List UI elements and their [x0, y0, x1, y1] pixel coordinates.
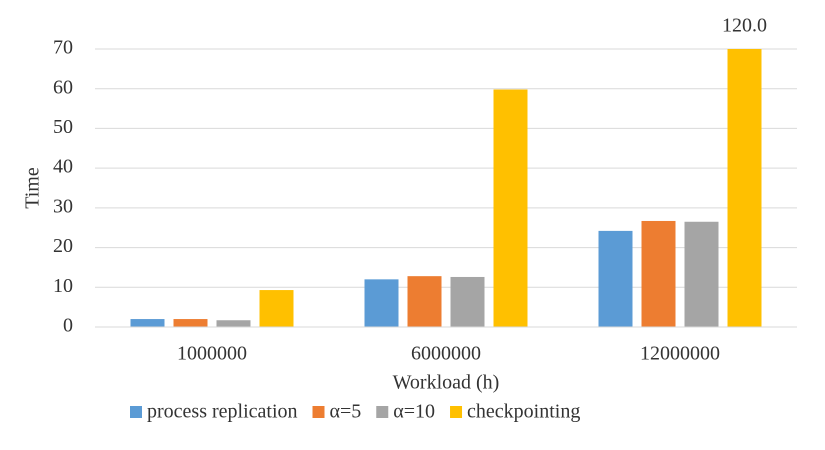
bar [364, 279, 399, 327]
bar [684, 221, 719, 327]
legend-swatch [450, 406, 463, 418]
y-tick-label: 30 [53, 195, 73, 217]
legend-swatch [376, 406, 389, 418]
x-tick-label: 6000000 [411, 343, 481, 365]
bar [216, 320, 251, 327]
bar [641, 220, 676, 327]
y-tick-label: 0 [63, 315, 73, 337]
y-tick-label: 60 [53, 76, 73, 98]
y-tick-label: 20 [53, 235, 73, 257]
y-tick-label: 70 [53, 37, 73, 59]
bar [173, 319, 208, 327]
bar [727, 49, 762, 327]
legend-label: α=5 [330, 401, 362, 423]
x-axis-label: Workload (h) [393, 372, 500, 394]
bar [598, 230, 633, 327]
legend-label: α=10 [393, 401, 435, 423]
bar [407, 276, 442, 327]
y-axis-label: Time [22, 167, 44, 209]
bar [259, 290, 294, 327]
legend-swatch [312, 406, 325, 418]
y-tick-label: 10 [53, 275, 73, 297]
x-tick-label: 1000000 [177, 343, 247, 365]
legend-label: process replication [147, 401, 298, 423]
bar [450, 276, 485, 327]
y-tick-label: 50 [53, 116, 73, 138]
y-tick-label: 40 [53, 156, 73, 178]
plot-area [130, 49, 762, 327]
value-label: 120.0 [722, 15, 767, 37]
x-tick-label: 12000000 [640, 343, 720, 365]
legend-swatch [130, 406, 142, 418]
bar [493, 89, 528, 327]
bar [130, 319, 165, 327]
legend-label: checkpointing [467, 401, 580, 423]
